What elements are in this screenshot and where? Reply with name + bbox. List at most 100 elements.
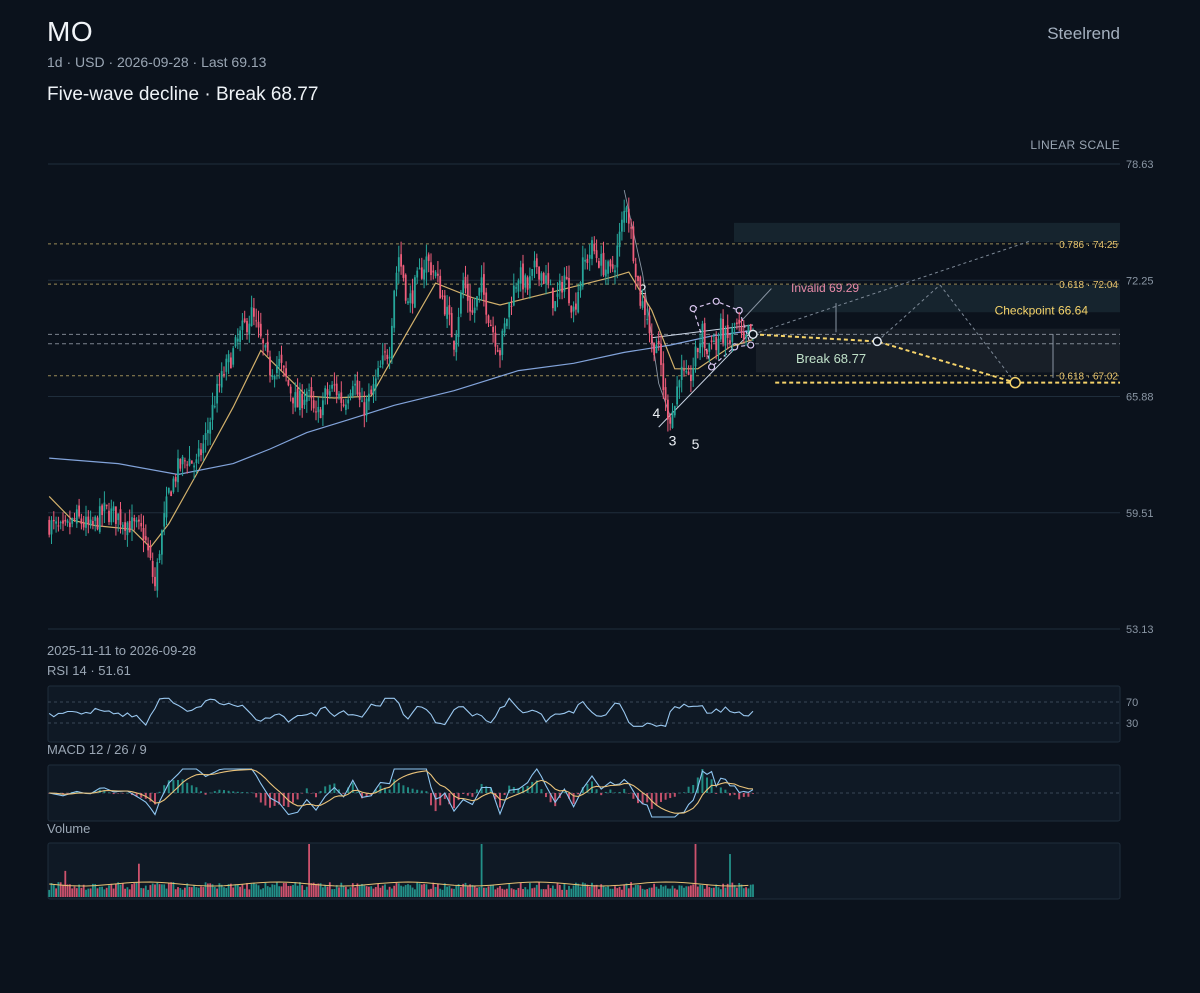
candle-body	[239, 330, 241, 343]
candle-body	[52, 519, 55, 522]
candle-body	[749, 323, 752, 334]
candle-body	[588, 254, 591, 259]
candle-body	[409, 293, 412, 304]
volume-bar	[577, 883, 580, 897]
candle-body	[683, 369, 685, 371]
volume-bar	[625, 883, 628, 897]
volume-bar	[335, 885, 338, 897]
volume-bar	[418, 883, 421, 897]
macd-histogram-bar	[338, 789, 340, 793]
candle-body	[158, 553, 161, 561]
volume-bar	[197, 887, 200, 897]
volume-bar	[259, 889, 262, 897]
candle-body	[483, 274, 485, 295]
volume-bar	[499, 886, 501, 897]
volume-bar	[294, 882, 297, 897]
volume-bar	[181, 889, 184, 897]
y-tick-label: 72.25	[1126, 275, 1154, 287]
volume-bar	[236, 884, 239, 897]
candle-body	[630, 227, 632, 229]
candle-body	[195, 459, 198, 464]
candle-body	[710, 340, 713, 342]
candle-body	[351, 386, 354, 396]
volume-bar	[384, 884, 386, 897]
macd-histogram-bar	[190, 785, 193, 793]
macd-histogram-bar	[292, 793, 294, 803]
volume-bar	[593, 885, 596, 897]
macd-histogram-bar	[126, 792, 129, 794]
macd-histogram-bar	[407, 787, 409, 793]
volume-bar	[717, 887, 720, 897]
candle-body	[236, 338, 239, 342]
volume-bar	[202, 887, 205, 897]
candle-body	[193, 465, 195, 468]
candle-body	[368, 393, 370, 402]
volume-bar	[379, 887, 382, 897]
volume-bar	[280, 886, 283, 897]
chart-meta: 1d · USD · 2026-09-28 · Last 69.13	[47, 54, 267, 70]
macd-histogram-bar	[218, 789, 221, 793]
macd-histogram-bar	[434, 793, 437, 812]
candle-body	[328, 391, 331, 396]
macd-histogram-bar	[742, 793, 745, 797]
candle-body	[278, 358, 281, 367]
projection-node	[748, 329, 758, 340]
volume-bar	[450, 888, 453, 897]
scale-toggle[interactable]: LINEAR SCALE	[1030, 138, 1120, 152]
volume-bar	[673, 888, 676, 897]
volume-bar	[232, 887, 235, 897]
break-zone	[756, 328, 1120, 373]
candle-body	[103, 502, 106, 512]
candle-body	[506, 318, 508, 327]
volume-bar	[634, 885, 637, 897]
candle-body	[273, 375, 276, 380]
symbol-title: MO	[47, 16, 94, 47]
macd-histogram-bar	[508, 785, 511, 793]
candle-body	[733, 323, 736, 325]
macd-histogram-bar	[135, 793, 138, 797]
volume-bar	[301, 885, 304, 897]
candle-body	[356, 380, 359, 395]
candle-body	[568, 277, 570, 304]
volume-bar	[147, 889, 149, 897]
macd-histogram-bar	[660, 793, 662, 802]
macd-histogram-bar	[623, 788, 626, 793]
macd-histogram-bar	[545, 793, 547, 798]
macd-histogram-bar	[241, 792, 244, 793]
candle-body	[87, 516, 90, 525]
volume-bar	[193, 884, 195, 897]
candle-body	[650, 334, 653, 344]
volume-bar	[531, 888, 534, 897]
volume-bar	[305, 886, 308, 897]
macd-histogram-bar	[384, 787, 386, 793]
volume-bar	[96, 888, 99, 897]
macd-histogram-bar	[246, 792, 248, 793]
volume-bar	[471, 884, 474, 897]
macd-histogram-bar	[315, 793, 317, 798]
candle-body	[706, 350, 708, 355]
volume-bar	[234, 884, 237, 897]
volume-bar	[246, 883, 248, 897]
candle-body	[232, 348, 235, 365]
candle-body	[489, 324, 492, 327]
volume-bar	[184, 887, 186, 897]
invalid-label: Invalid 69.29	[791, 281, 859, 295]
candle-body	[216, 383, 218, 404]
candle-body	[319, 409, 322, 418]
volume-bar	[462, 883, 465, 897]
candle-body	[225, 358, 228, 372]
volume-bar	[112, 888, 115, 897]
volume-bar	[563, 883, 566, 897]
macd-histogram-bar	[172, 780, 175, 793]
volume-bar	[540, 889, 543, 897]
wedge-point	[747, 341, 755, 349]
candle-body	[602, 252, 605, 276]
candle-body	[287, 379, 290, 386]
macd-histogram-bar	[664, 793, 667, 800]
macd-histogram-bar	[655, 793, 658, 805]
volume-bar	[209, 883, 212, 897]
volume-bar	[749, 884, 752, 897]
candle-body	[614, 270, 616, 273]
volume-bar	[483, 887, 485, 897]
